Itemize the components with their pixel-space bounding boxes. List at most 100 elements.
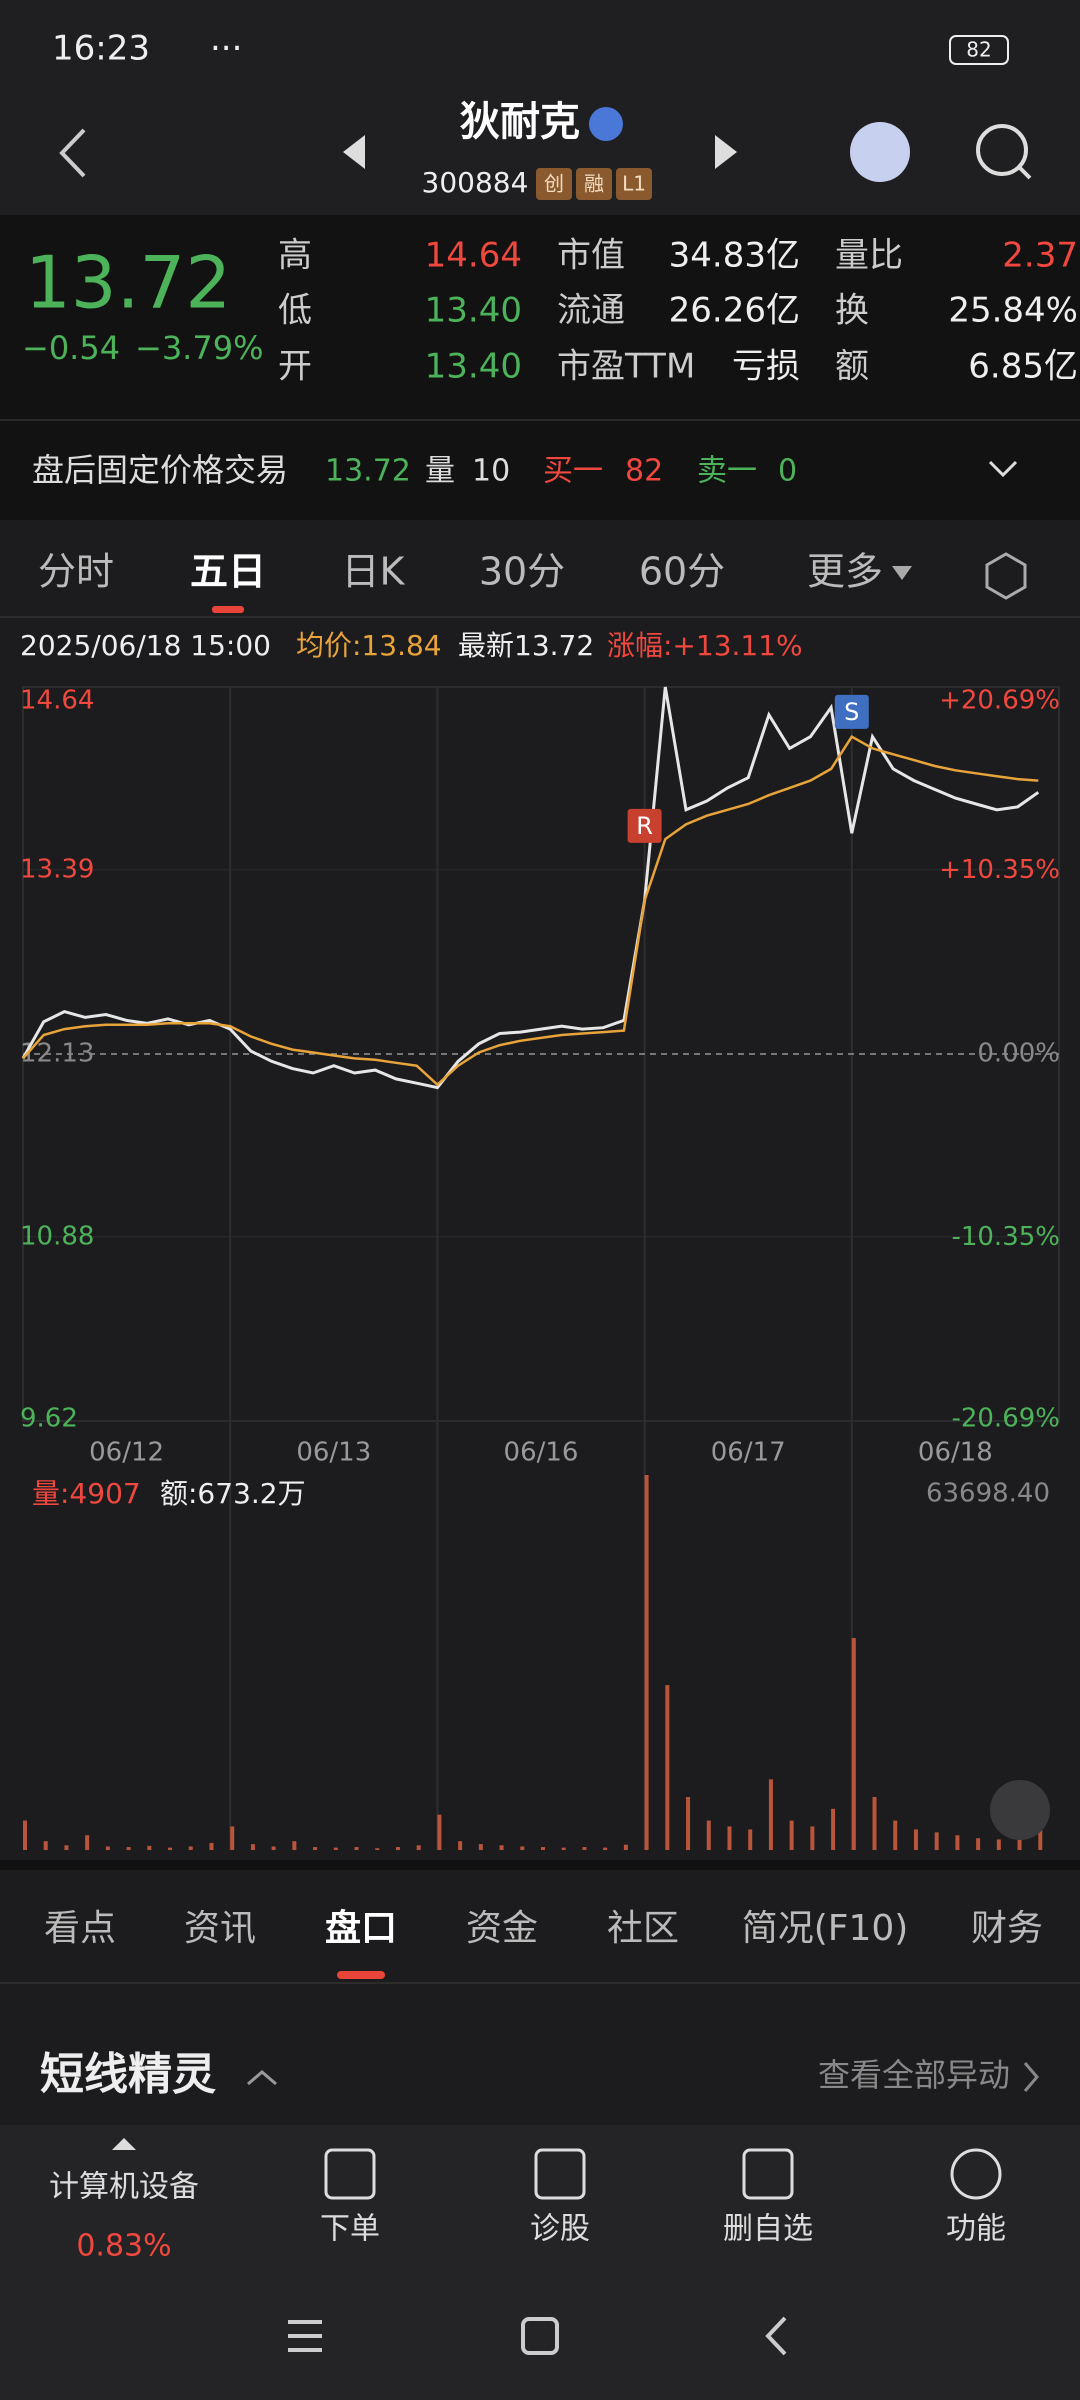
- nav-home[interactable]: [521, 2317, 559, 2355]
- battery: [949, 35, 1009, 65]
- volume-bar: [851, 1638, 856, 1850]
- intraday-chart: 06/12 06/13 06/16 06/17 06/1814.6413.3912.13…: [20, 686, 1060, 1850]
- after-vol-label: 量: [425, 454, 455, 489]
- volume-bar: [313, 1847, 318, 1850]
- stat-label: 量比: [835, 236, 903, 276]
- tab[interactable]: 日K: [342, 550, 406, 594]
- volume-bar: [230, 1826, 235, 1850]
- button-label[interactable]: 下单: [320, 2212, 380, 2247]
- volume-bar: [85, 1835, 90, 1850]
- tab[interactable]: 30分: [479, 550, 565, 594]
- amount-label: 额:673.2万: [160, 1477, 306, 1510]
- volume-bar: [395, 1847, 400, 1850]
- search-handle: [1017, 165, 1032, 180]
- more-dots: ···: [210, 29, 242, 69]
- tab-indicator: [337, 1971, 385, 1979]
- prev-stock[interactable]: [343, 135, 365, 169]
- section-link[interactable]: 查看全部异动: [818, 2056, 1010, 2094]
- button-label[interactable]: 诊股: [530, 2212, 590, 2247]
- chart-latest: 最新13.72: [458, 629, 594, 662]
- tab[interactable]: 简况(F10): [742, 1908, 909, 1949]
- fullscreen[interactable]: [990, 1780, 1050, 1840]
- change: −0.54: [22, 329, 120, 367]
- stat-label: 开: [278, 347, 312, 387]
- volume-bar: [603, 1847, 608, 1850]
- volume-bar: [623, 1844, 628, 1850]
- volume-bar: [354, 1847, 359, 1850]
- volume-bar: [541, 1847, 545, 1850]
- stat-label: 市盈TTM: [557, 347, 695, 387]
- stat-label: 市值: [557, 236, 625, 276]
- volume-bar: [375, 1848, 380, 1850]
- nav-back[interactable]: [765, 2316, 787, 2356]
- tabs2: 看点 资讯 盘口 资金 社区 简况(F10) 财务: [44, 1907, 1043, 1979]
- volume-bar: [893, 1820, 898, 1850]
- volume-bar: [768, 1779, 773, 1850]
- expand[interactable]: [988, 460, 1018, 478]
- tabs2-bg: [0, 1865, 1080, 2125]
- volume-max: 63698.40: [926, 1479, 1050, 1509]
- battery-level: 82: [966, 38, 991, 62]
- tab[interactable]: 盘口: [325, 1907, 397, 1949]
- sector[interactable]: 计算机设备: [49, 2170, 199, 2205]
- volume-bar: [499, 1845, 504, 1850]
- stat-value: 6.85亿: [968, 347, 1078, 387]
- buy-label: 买一: [543, 454, 603, 489]
- tab[interactable]: 资讯: [184, 1908, 256, 1949]
- x-tick-label: 06/16: [504, 1438, 579, 1468]
- volume-bar: [955, 1835, 960, 1850]
- button-label[interactable]: 删自选: [723, 2212, 813, 2247]
- y2-tick-label: +10.35%: [939, 855, 1060, 885]
- tag: 创: [544, 172, 564, 196]
- volume-bar: [147, 1845, 152, 1850]
- tab[interactable]: 财务: [971, 1908, 1043, 1949]
- link-arrow: [1023, 2062, 1039, 2092]
- back[interactable]: [59, 128, 86, 178]
- volume-bar: [64, 1845, 69, 1850]
- x-tick-label: 06/17: [711, 1438, 786, 1468]
- volume-bar: [478, 1844, 483, 1850]
- tab[interactable]: 资金: [466, 1908, 538, 1949]
- collapse[interactable]: [247, 2070, 277, 2086]
- button-icon: [324, 2148, 376, 2200]
- y2-tick-label: -10.35%: [951, 1222, 1060, 1252]
- marker-label: R: [636, 812, 653, 840]
- chart-change: 涨幅:+13.11%: [607, 629, 803, 662]
- assistant[interactable]: [850, 122, 910, 182]
- tag-bg: [576, 168, 612, 200]
- button-label[interactable]: 功能: [946, 2212, 1006, 2247]
- change-pct: −3.79%: [135, 329, 263, 367]
- tab[interactable]: 社区: [607, 1908, 679, 1949]
- volume-bar: [934, 1832, 939, 1850]
- volume-bar: [789, 1820, 794, 1850]
- tab[interactable]: 分时: [38, 550, 114, 594]
- volume-bar: [644, 1475, 649, 1850]
- stat-label: 额: [835, 347, 869, 387]
- marker: [627, 808, 662, 843]
- sell-label: 卖一: [697, 454, 757, 489]
- volume-bar: [333, 1847, 338, 1850]
- tab[interactable]: 看点: [44, 1908, 116, 1949]
- stat-value: 25.84%: [948, 291, 1078, 331]
- settings[interactable]: [985, 552, 1027, 600]
- stat-value: 亏损: [732, 347, 800, 387]
- tab[interactable]: 60分: [639, 550, 725, 594]
- stat-value: 13.40: [425, 347, 522, 387]
- volume-bar: [416, 1845, 421, 1850]
- volume-bar: [976, 1838, 981, 1850]
- y2-tick-label: +20.69%: [939, 686, 1060, 716]
- after-price: 13.72: [325, 454, 411, 489]
- more-caret: [892, 566, 912, 580]
- stat-label: 换: [835, 291, 869, 331]
- volume-bar: [520, 1846, 525, 1850]
- search[interactable]: [976, 124, 1028, 176]
- volume-bar: [105, 1846, 110, 1850]
- tab[interactable]: 更多: [807, 550, 883, 594]
- next-stock[interactable]: [715, 135, 737, 169]
- marker: [834, 694, 869, 729]
- tab[interactable]: 五日: [190, 550, 266, 594]
- nav-menu[interactable]: [288, 2320, 322, 2352]
- button-icon: [534, 2148, 586, 2200]
- stat-value: 34.83亿: [669, 236, 800, 276]
- volume-bar: [1017, 1835, 1022, 1850]
